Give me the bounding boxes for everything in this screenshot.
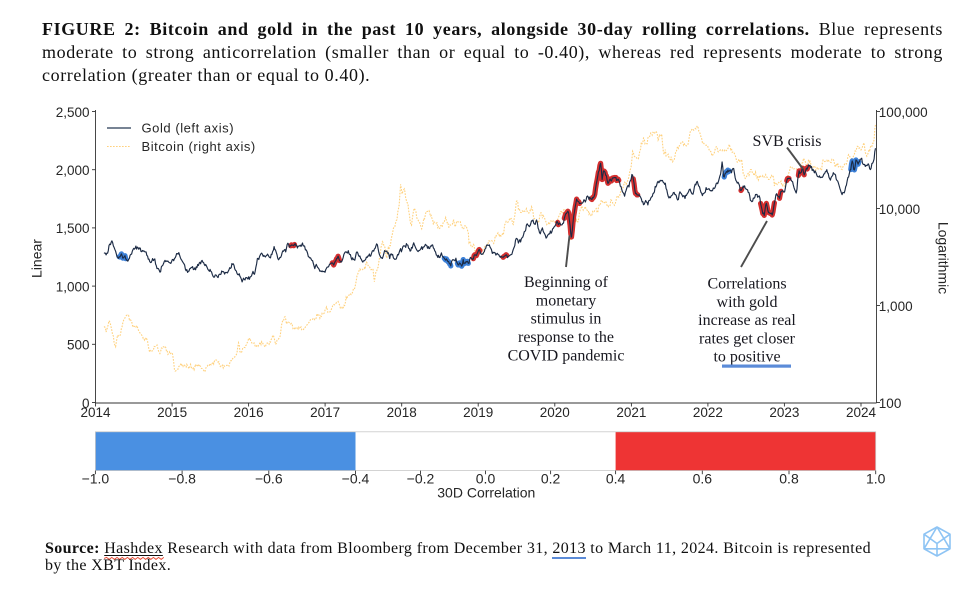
svg-text:2014: 2014 [80,405,111,420]
svg-text:−0.2: −0.2 [407,471,435,487]
svg-text:2019: 2019 [463,405,493,420]
svg-text:−0.8: −0.8 [168,471,196,487]
svg-text:2015: 2015 [157,405,187,420]
svg-text:100,000: 100,000 [879,105,928,120]
svg-text:rates get closer: rates get closer [699,331,796,348]
svg-text:COVID pandemic: COVID pandemic [508,347,625,364]
svg-text:10,000: 10,000 [879,202,920,217]
svg-text:2,500: 2,500 [56,105,90,120]
svg-text:2023: 2023 [769,405,799,420]
svg-text:2022: 2022 [693,405,723,420]
svg-text:500: 500 [67,338,90,353]
svg-text:2016: 2016 [234,405,264,420]
svg-text:0.2: 0.2 [541,471,561,487]
svg-text:−0.4: −0.4 [342,471,370,487]
svg-text:2017: 2017 [310,405,340,420]
svg-text:Correlations: Correlations [707,276,786,293]
svg-text:to positive: to positive [713,349,780,366]
svg-text:0.8: 0.8 [779,471,799,487]
svg-text:−1.0: −1.0 [82,471,110,487]
svg-text:1,000: 1,000 [879,299,913,314]
svg-text:monetary: monetary [536,292,596,309]
svg-text:1,000: 1,000 [56,279,90,294]
svg-text:100: 100 [879,396,902,411]
svg-text:stimulus in: stimulus in [531,311,602,328]
svg-text:1.0: 1.0 [866,471,886,487]
svg-text:2018: 2018 [387,405,417,420]
svg-text:Beginning of: Beginning of [524,274,609,291]
svg-text:2,000: 2,000 [56,163,90,178]
svg-text:2020: 2020 [540,405,570,420]
svg-text:0.0: 0.0 [476,471,496,487]
svg-text:response to the: response to the [518,329,614,346]
svg-text:with gold: with gold [717,294,778,311]
svg-text:0.6: 0.6 [693,471,713,487]
svg-text:Logarithmic: Logarithmic [936,222,952,294]
svg-text:2021: 2021 [616,405,646,420]
svg-text:30D Correlation: 30D Correlation [437,484,535,500]
svg-text:−0.6: −0.6 [255,471,283,487]
svg-text:Gold (left axis): Gold (left axis) [142,121,235,136]
svg-text:SVB crisis: SVB crisis [753,133,822,150]
svg-text:Bitcoin (right axis): Bitcoin (right axis) [142,139,256,154]
svg-text:increase as real: increase as real [698,312,796,329]
svg-text:Linear: Linear [29,239,45,278]
svg-text:2024: 2024 [846,405,877,420]
svg-text:1,500: 1,500 [56,221,90,236]
svg-text:0: 0 [82,396,90,411]
svg-text:0.4: 0.4 [606,471,626,487]
